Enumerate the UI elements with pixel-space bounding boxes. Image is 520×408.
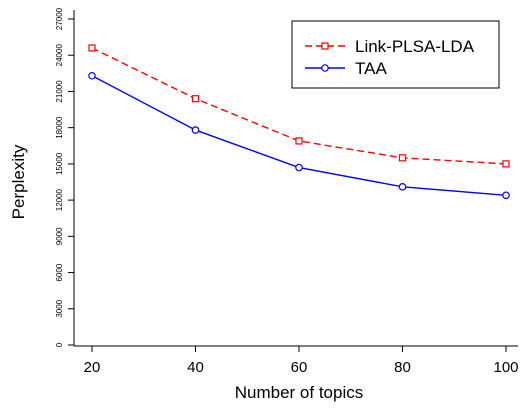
data-point — [88, 44, 96, 52]
y-tick-label: 24000 — [55, 44, 64, 67]
series-line — [91, 47, 507, 165]
data-point — [502, 191, 510, 200]
y-tick-label: 9000 — [55, 227, 64, 245]
series-1 — [88, 44, 510, 168]
data-point — [398, 183, 407, 191]
axes: 20 40 60 80 100 0 3000 6000 9000 12000 15000 18000 2… — [55, 7, 519, 376]
y-tick-label: 18000 — [55, 116, 64, 139]
data-point — [295, 137, 303, 145]
y-tick-label: 12000 — [55, 188, 64, 211]
legend-marker — [321, 64, 329, 72]
data-point — [398, 154, 407, 162]
legend-item: TAA — [305, 59, 387, 78]
y-tick-label: 27000 — [55, 7, 64, 30]
plot-area — [88, 44, 510, 200]
x-tick-label: 20 — [84, 359, 101, 376]
data-point — [88, 71, 96, 80]
x-tick-label: 100 — [493, 359, 518, 376]
y-tick-label: 3000 — [55, 299, 64, 317]
x-tick-label: 40 — [187, 359, 204, 376]
data-point — [191, 126, 200, 134]
data-point — [502, 160, 510, 168]
legend-item: Link-PLSA-LDA — [305, 37, 475, 56]
legend-label: Link-PLSA-LDA — [355, 37, 475, 56]
y-tick-label: 15000 — [55, 152, 64, 175]
x-tick-label: 80 — [394, 359, 411, 376]
legend-marker — [321, 42, 329, 50]
legend: Link-PLSA-LDA TAA — [291, 20, 500, 89]
y-tick-label: 0 — [55, 342, 64, 347]
legend-box — [291, 20, 500, 89]
y-axis-title: Perplexity — [9, 144, 28, 219]
x-tick-label: 60 — [291, 359, 308, 376]
series-2 — [88, 71, 510, 200]
y-tick-label: 21000 — [55, 80, 64, 103]
y-tick-label: 6000 — [55, 263, 64, 281]
data-point — [295, 163, 303, 172]
series-line — [91, 75, 507, 196]
x-axis-title: Number of topics — [235, 383, 364, 402]
legend-label: TAA — [355, 59, 387, 78]
data-point — [191, 95, 200, 103]
